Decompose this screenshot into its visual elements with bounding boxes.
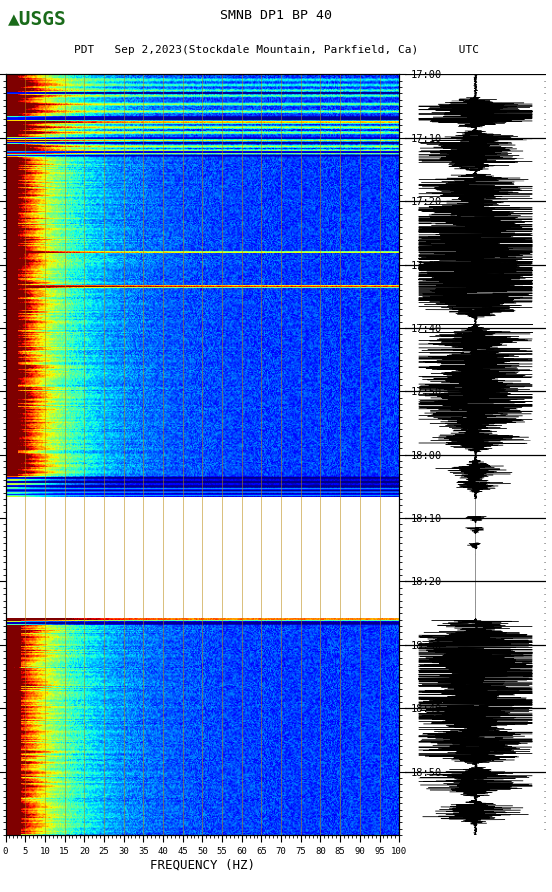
Text: PDT   Sep 2,2023(Stockdale Mountain, Parkfield, Ca)      UTC: PDT Sep 2,2023(Stockdale Mountain, Parkf… bbox=[73, 45, 479, 55]
Text: ▲USGS: ▲USGS bbox=[8, 9, 67, 28]
X-axis label: FREQUENCY (HZ): FREQUENCY (HZ) bbox=[150, 859, 255, 871]
Text: SMNB DP1 BP 40: SMNB DP1 BP 40 bbox=[220, 9, 332, 22]
